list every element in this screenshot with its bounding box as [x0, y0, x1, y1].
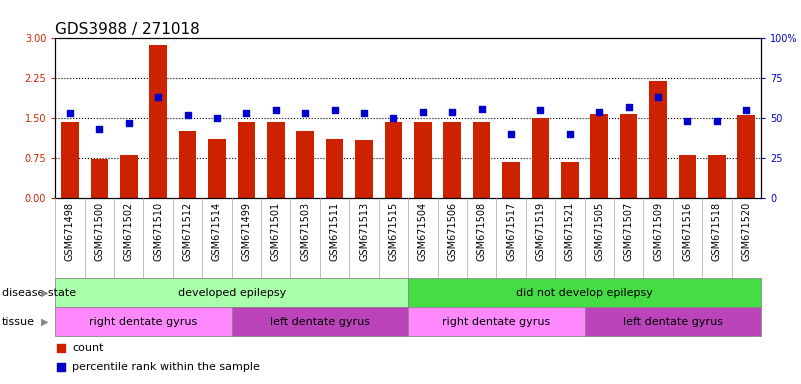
Bar — [231, 307, 408, 336]
Text: GSM671516: GSM671516 — [682, 202, 692, 261]
Point — [123, 120, 135, 126]
Bar — [532, 118, 549, 198]
Bar — [55, 278, 408, 307]
Text: tissue: tissue — [2, 316, 34, 327]
Bar — [620, 114, 638, 198]
Text: ▶: ▶ — [42, 288, 49, 298]
Text: developed epilepsy: developed epilepsy — [178, 288, 286, 298]
Bar — [296, 131, 314, 198]
Text: left dentate gyrus: left dentate gyrus — [270, 316, 370, 327]
Point — [54, 344, 67, 351]
Point — [54, 364, 67, 370]
Text: GDS3988 / 271018: GDS3988 / 271018 — [55, 22, 200, 37]
Text: disease state: disease state — [2, 288, 76, 298]
Text: GSM671517: GSM671517 — [506, 202, 516, 261]
Point — [93, 126, 106, 132]
Text: GSM671509: GSM671509 — [653, 202, 663, 261]
Bar — [384, 122, 402, 198]
Text: did not develop epilepsy: did not develop epilepsy — [516, 288, 653, 298]
Bar — [502, 162, 520, 198]
Point — [505, 131, 517, 137]
Point — [563, 131, 576, 137]
Point — [681, 118, 694, 124]
Point — [211, 115, 223, 121]
Bar — [55, 307, 231, 336]
Text: GSM671499: GSM671499 — [241, 202, 252, 261]
Bar — [561, 162, 578, 198]
Bar — [590, 114, 608, 198]
Text: left dentate gyrus: left dentate gyrus — [622, 316, 723, 327]
Point — [475, 106, 488, 112]
Text: GSM671500: GSM671500 — [95, 202, 104, 261]
Bar — [355, 141, 372, 198]
Bar — [408, 307, 585, 336]
Bar — [585, 307, 761, 336]
Text: GSM671505: GSM671505 — [594, 202, 604, 261]
Text: GSM671515: GSM671515 — [388, 202, 398, 261]
Bar — [91, 159, 108, 198]
Bar — [650, 81, 667, 198]
Point — [710, 118, 723, 124]
Point — [622, 104, 635, 110]
Bar — [326, 139, 344, 198]
Point — [740, 107, 753, 113]
Point — [269, 107, 282, 113]
Text: GSM671518: GSM671518 — [712, 202, 722, 261]
Text: GSM671502: GSM671502 — [124, 202, 134, 261]
Text: GSM671501: GSM671501 — [271, 202, 281, 261]
Point — [652, 94, 665, 101]
Text: GSM671510: GSM671510 — [153, 202, 163, 261]
Bar — [267, 122, 284, 198]
Text: count: count — [72, 343, 103, 353]
Text: right dentate gyrus: right dentate gyrus — [442, 316, 550, 327]
Text: GSM671521: GSM671521 — [565, 202, 575, 261]
Bar — [414, 122, 432, 198]
Bar — [444, 122, 461, 198]
Text: GSM671507: GSM671507 — [624, 202, 634, 261]
Text: percentile rank within the sample: percentile rank within the sample — [72, 362, 260, 372]
Point — [63, 110, 76, 116]
Bar — [678, 155, 696, 198]
Point — [417, 109, 429, 115]
Text: GSM671498: GSM671498 — [65, 202, 75, 261]
Bar — [208, 139, 226, 198]
Bar — [120, 155, 138, 198]
Point — [151, 94, 164, 101]
Bar — [61, 122, 78, 198]
Text: GSM671503: GSM671503 — [300, 202, 310, 261]
Text: GSM671514: GSM671514 — [212, 202, 222, 261]
Text: GSM671511: GSM671511 — [329, 202, 340, 261]
Point — [299, 110, 312, 116]
Point — [328, 107, 341, 113]
Point — [357, 110, 370, 116]
Point — [181, 112, 194, 118]
Bar — [738, 116, 755, 198]
Text: GSM671504: GSM671504 — [418, 202, 428, 261]
Text: GSM671508: GSM671508 — [477, 202, 487, 261]
Text: ▶: ▶ — [42, 316, 49, 327]
Bar — [238, 122, 256, 198]
Text: GSM671513: GSM671513 — [359, 202, 369, 261]
Point — [593, 109, 606, 115]
Text: GSM671506: GSM671506 — [447, 202, 457, 261]
Bar — [708, 155, 726, 198]
Point — [387, 115, 400, 121]
Text: GSM671520: GSM671520 — [741, 202, 751, 261]
Point — [446, 109, 459, 115]
Bar — [179, 131, 196, 198]
Bar — [408, 278, 761, 307]
Point — [240, 110, 253, 116]
Bar — [149, 45, 167, 198]
Text: right dentate gyrus: right dentate gyrus — [90, 316, 198, 327]
Text: GSM671519: GSM671519 — [535, 202, 545, 261]
Text: GSM671512: GSM671512 — [183, 202, 192, 261]
Bar — [473, 122, 490, 198]
Point — [534, 107, 547, 113]
